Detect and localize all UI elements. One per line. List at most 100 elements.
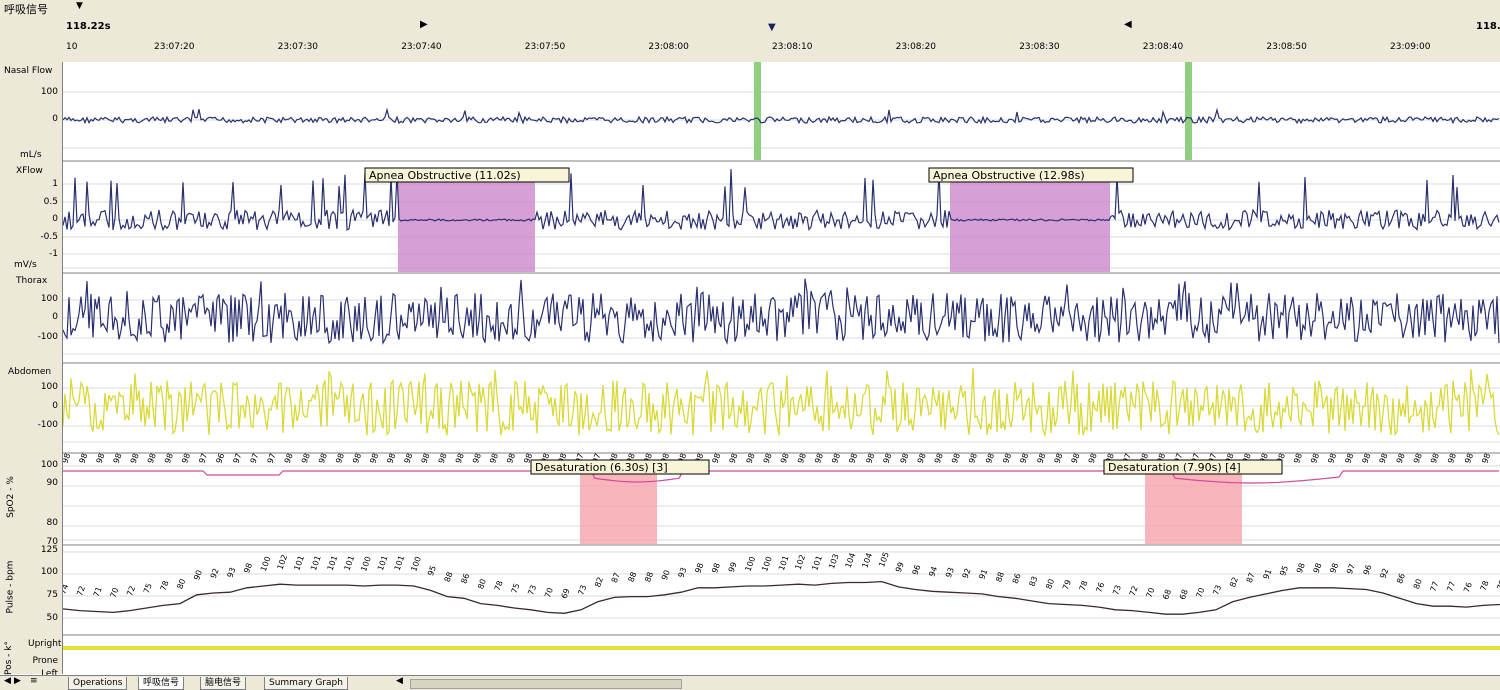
spo2-value-label: 98 [847, 452, 859, 465]
channel-label-nasal-flow: Nasal Flow [4, 66, 53, 76]
apnea-event-region [398, 178, 535, 272]
abdomen-tick: 0 [52, 401, 58, 411]
pulse-value-label: 72 [125, 585, 137, 598]
spo2-value-label: 98 [437, 452, 449, 465]
spo2-value-label: 98 [1087, 452, 1099, 465]
spo2-value-label: 98 [933, 452, 945, 465]
pulse-value-label: 98 [1328, 562, 1340, 575]
time-tick-label: 23:08:50 [1266, 42, 1307, 52]
chevron-down-icon[interactable]: ▼ [76, 1, 83, 11]
spo2-value-label: 98 [984, 452, 996, 465]
spo2-value-label: 98 [334, 452, 346, 465]
panel-background [63, 636, 1500, 675]
spo2-value-label: 98 [1326, 452, 1338, 465]
pulse-value-label: 75 [142, 582, 154, 595]
tab-eeg[interactable]: 脑电信号 [200, 677, 247, 690]
spo2-value-label: 98 [676, 452, 688, 465]
spo2-value-label: 98 [112, 452, 124, 465]
pulse-value-label: 78 [493, 579, 505, 592]
apnea-event-label: Apnea Obstructive (11.02s) [369, 169, 521, 182]
pulse-value-label: 88 [627, 571, 639, 584]
desaturation-event-region [1145, 474, 1242, 544]
pulse-value-label: 75 [510, 582, 522, 595]
pulse-value-label: 93 [944, 566, 956, 579]
spo2-value-label: 97 [574, 452, 586, 465]
pulse-value-label: 71 [92, 586, 104, 599]
xflow-tick: -1 [49, 249, 58, 259]
spo2-value-label: 98 [1463, 452, 1475, 465]
play-forward-icon[interactable]: ▶ [420, 19, 428, 30]
pulse-value-label: 78 [1078, 579, 1090, 592]
spo2-value-label: 98 [385, 452, 397, 465]
signal-plot-area[interactable]: 98 98 98 98 98 98 98 98 97 96 97 97 97 98 98 98 98 98 98 98… [63, 62, 1500, 675]
spo2-value-label: 98 [129, 452, 141, 465]
time-tick-label: 23:08:00 [648, 42, 689, 52]
spo2-value-label: 98 [608, 452, 620, 465]
time-tick-label: 23:08:10 [772, 42, 813, 52]
tab-summary-graph[interactable]: Summary Graph [264, 677, 348, 690]
spo2-value-label: 98 [1412, 452, 1424, 465]
play-back-icon[interactable]: ◀ [1124, 19, 1132, 30]
spo2-value-label: 98 [505, 452, 517, 465]
tab-scroll-right-icon[interactable]: ▶ [14, 676, 21, 686]
spo2-value-label: 97 [266, 452, 278, 465]
pulse-tick: 125 [40, 545, 58, 555]
pulse-value-label: 92 [961, 567, 973, 580]
cursor-marker-icon[interactable]: ▼ [768, 22, 776, 33]
spo2-value-label: 98 [454, 452, 466, 465]
pulse-value-label: 91 [977, 568, 989, 581]
spo2-value-label: 98 [1018, 452, 1030, 465]
pulse-value-label: 88 [643, 571, 655, 584]
tab-respiratory[interactable]: 呼吸信号 [138, 677, 185, 690]
time-tick-label: 23:09:00 [1390, 42, 1431, 52]
spo2-value-label: 98 [864, 452, 876, 465]
tab-operations[interactable]: Operations [68, 677, 128, 690]
pulse-value-label: 72 [1128, 585, 1140, 598]
apnea-event-region [950, 178, 1110, 272]
pulse-value-label: 73 [576, 584, 588, 597]
spo2-value-label: 98 [1258, 452, 1270, 465]
spo2-value-label: 98 [1429, 452, 1441, 465]
spo2-trace [63, 470, 1499, 484]
pulse-value-label: 88 [443, 571, 455, 584]
spo2-value-label: 98 [813, 452, 825, 465]
pulse-value-label: 80 [1412, 578, 1424, 591]
spo2-value-label: 98 [1361, 452, 1373, 465]
xflow-tick: 0.5 [43, 197, 58, 207]
spo2-value-label: 98 [1070, 452, 1082, 465]
pulse-value-label: 86 [459, 572, 471, 585]
spo2-value-label: 98 [659, 452, 671, 465]
spo2-tick: 70 [46, 537, 58, 547]
spo2-value-label: 98 [642, 452, 654, 465]
pulse-value-label: 83 [1028, 575, 1040, 588]
time-tick-label: 23:07:30 [277, 42, 319, 52]
spo2-value-label: 98 [95, 452, 107, 465]
pulse-value-label: 96 [1362, 564, 1374, 577]
tab-menu-icon[interactable]: ≡ [30, 676, 38, 686]
position-value: Upright [28, 639, 62, 649]
spo2-tick: 100 [40, 460, 58, 470]
pulse-value-label: 68 [1161, 588, 1173, 601]
horizontal-scrollbar[interactable] [410, 679, 682, 689]
spo2-value-label: 98 [351, 452, 363, 465]
pulse-value-label: 74 [63, 583, 70, 596]
spo2-value-label: 98 [1292, 452, 1304, 465]
thorax-tick: 0 [52, 312, 58, 322]
xflow-tick: 0 [52, 214, 58, 224]
panel-background [63, 454, 1500, 544]
position-upright-bar [63, 646, 1500, 650]
pulse-value-label: 70 [1145, 586, 1157, 599]
spo2-value-label: 98 [488, 452, 500, 465]
spo2-tick: 90 [46, 478, 58, 488]
apnea-event-label-box [928, 167, 1134, 183]
pulse-tick: 100 [40, 567, 58, 577]
window-title: 呼吸信号 [4, 3, 48, 16]
pulse-value-label: 76 [1462, 581, 1474, 594]
spo2-value-label: 98 [1241, 452, 1253, 465]
apnea-event-label: Apnea Obstructive (12.98s) [933, 169, 1085, 182]
pulse-value-label: 73 [526, 584, 538, 597]
tab-scroll-left-icon[interactable]: ◀ [4, 676, 11, 686]
spo2-value-label: 98 [830, 452, 842, 465]
hscroll-left-icon[interactable]: ◀ [396, 676, 403, 686]
